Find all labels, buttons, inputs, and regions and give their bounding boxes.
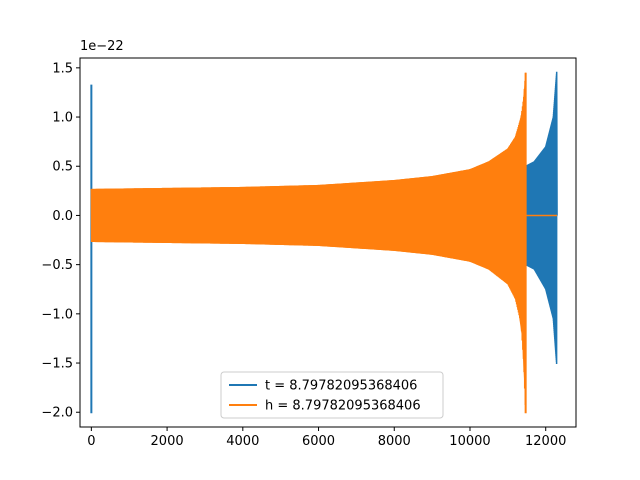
x-tick-label: 8000 — [378, 434, 411, 449]
x-tick-label: 10000 — [449, 434, 490, 449]
series-group — [90, 71, 558, 414]
y-tick-label: −0.5 — [41, 258, 73, 273]
y-tick-label: −2.0 — [41, 406, 73, 421]
y-tick-label: 1.5 — [52, 61, 73, 76]
legend: t = 8.79782095368406 h = 8.79782095368406 — [220, 371, 444, 419]
y-offset-label: 1e−22 — [80, 39, 124, 54]
y-tick-label: 1.0 — [52, 111, 73, 126]
legend-label: h = 8.79782095368406 — [265, 399, 421, 414]
y-tick-label: 0.5 — [52, 160, 73, 175]
x-tick-label: 12000 — [525, 434, 566, 449]
x-tick-label: 2000 — [151, 434, 184, 449]
legend-box — [220, 371, 444, 419]
axes-frame — [79, 57, 577, 428]
x-tick-label: 6000 — [302, 434, 335, 449]
x-tick-label: 0 — [87, 434, 95, 449]
blue-series-chirp — [524, 71, 558, 364]
legend-label: t = 8.79782095368406 — [265, 379, 417, 394]
ticks: 0 2000 4000 6000 8000 10000 12000 −2.0 −1.5 −1.0 −… — [41, 61, 566, 449]
y-tick-label: 0.0 — [52, 209, 73, 224]
y-tick-label: −1.5 — [41, 357, 73, 372]
plot-area — [90, 71, 558, 414]
orange-series-band — [91, 72, 526, 414]
x-tick-label: 4000 — [226, 434, 259, 449]
y-tick-label: −1.0 — [41, 307, 73, 322]
